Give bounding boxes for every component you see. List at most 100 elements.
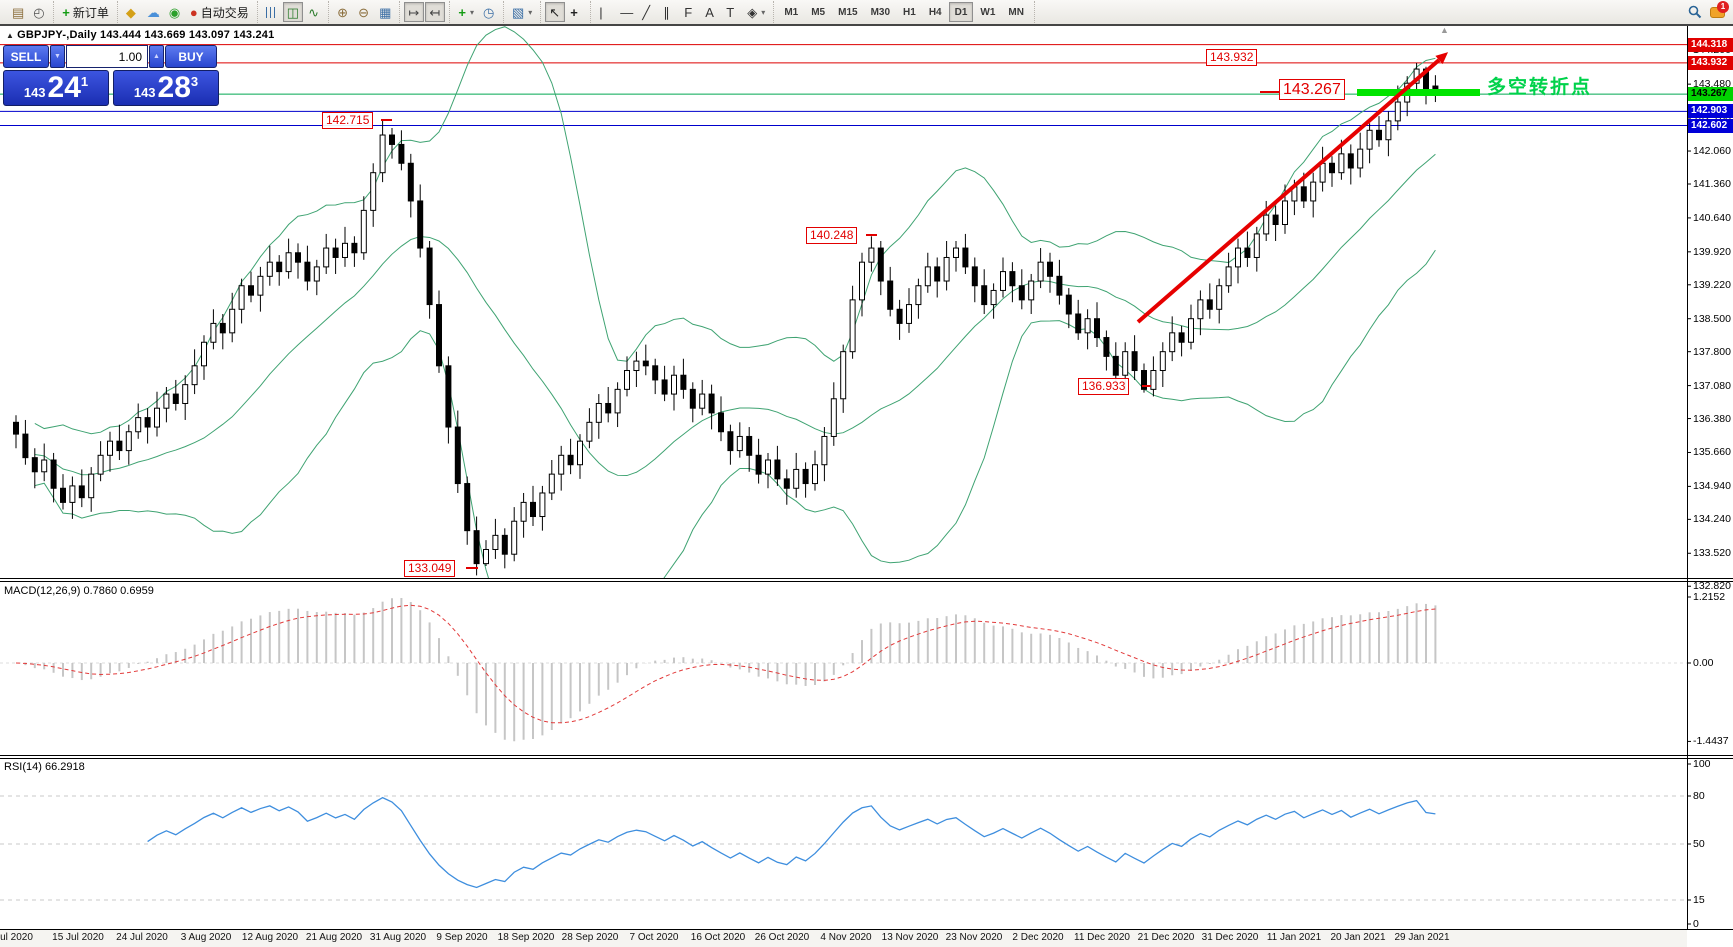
toolbar-auto-trading-button[interactable]: ● 自动交易 — [186, 2, 253, 22]
timeframe-w1[interactable]: W1 — [974, 2, 1001, 22]
price-annotation-label: 136.933 — [1078, 378, 1130, 395]
rsi-label: RSI(14) 66.2918 — [4, 761, 85, 773]
toolbar-zoom-in-button[interactable]: ⊕ — [333, 2, 353, 22]
sell-button[interactable]: SELL — [3, 45, 49, 68]
volume-increase-button[interactable]: ▲ — [149, 45, 164, 68]
indicators-icon: + — [458, 4, 466, 20]
timeframe-mn[interactable]: MN — [1002, 2, 1030, 22]
toolbar-text-label-button[interactable]: T — [722, 2, 742, 22]
price-tick-label: 142.060 — [1693, 145, 1731, 158]
periods-icon: ◷ — [482, 4, 495, 20]
notification-badge: 1 — [1717, 1, 1729, 13]
equidistant-channel-icon: ∥ — [663, 4, 670, 20]
rsi-tick-label: 15 — [1693, 894, 1705, 906]
toolbar-trendline-button[interactable]: ╱ — [638, 2, 658, 22]
toolbar-text-button[interactable]: A — [701, 2, 721, 22]
timeframe-h1[interactable]: H1 — [897, 2, 922, 22]
sell-price-box[interactable]: 143 24 1 — [3, 70, 109, 106]
toolbar-vertical-line-button[interactable]: | — [595, 2, 615, 22]
price-tick-label: 138.500 — [1693, 312, 1731, 325]
date-label: 12 Aug 2020 — [241, 932, 299, 943]
timeframe-m5[interactable]: M5 — [805, 2, 831, 22]
price-tick-label: 133.520 — [1693, 547, 1731, 560]
dropdown-arrow-icon: ▾ — [761, 7, 766, 17]
search-icon — [1688, 5, 1702, 19]
date-label: 31 Aug 2020 — [369, 932, 427, 943]
templates-icon: ▧ — [511, 4, 525, 20]
price-annotation-label: 143.932 — [1206, 49, 1258, 66]
toolbar-group: | ― ╱ ∥ F A T ◈ ▾ — [591, 1, 775, 23]
timeframe-m1[interactable]: M1 — [778, 2, 804, 22]
volume-decrease-button[interactable]: ▼ — [50, 45, 65, 68]
toolbar-chart-shift-button[interactable]: ↤ — [425, 2, 446, 22]
date-label: Jul 2020 — [0, 932, 33, 943]
auto-trading-icon: ● — [189, 4, 198, 20]
toolbar-signals-button[interactable]: ◉ — [165, 2, 185, 22]
toolbar-group: ↖ + — [541, 1, 592, 23]
date-label: 15 Jul 2020 — [52, 932, 104, 943]
bar-chart-icon — [265, 6, 277, 18]
buy-button[interactable]: BUY — [165, 45, 217, 68]
m30-label: M30 — [870, 6, 891, 18]
search-button[interactable] — [1684, 2, 1706, 22]
auto-trading-label: 自动交易 — [200, 5, 249, 20]
macd-tick-label: -1.4437 — [1693, 735, 1729, 748]
toolbar-group: ▧ ▾ — [504, 1, 542, 23]
m15-label: M15 — [838, 6, 858, 18]
rsi-tick-label: 50 — [1693, 838, 1705, 850]
toolbar-equidistant-channel-button[interactable]: ∥ — [659, 2, 679, 22]
volume-input[interactable] — [66, 45, 148, 68]
toolbar-shapes-button[interactable]: ◈ ▾ — [743, 2, 769, 22]
timeframe-d1[interactable]: D1 — [948, 2, 974, 22]
toolbar-mql5-community-button[interactable]: ☁ — [143, 2, 164, 22]
w1-label: W1 — [980, 6, 996, 18]
trade-panel-prices: 143 24 1 143 28 3 — [3, 70, 219, 106]
toolbar-new-chart-button[interactable]: ▤ — [8, 2, 28, 22]
timeframe-m30[interactable]: M30 — [865, 2, 896, 22]
buy-price-box[interactable]: 143 28 3 — [113, 70, 219, 106]
timeframe-h4[interactable]: H4 — [923, 2, 948, 22]
toolbar-templates-button[interactable]: ▧ ▾ — [508, 2, 536, 22]
toolbar-horizontal-line-button[interactable]: ― — [616, 2, 637, 22]
time-axis[interactable] — [0, 930, 1687, 947]
price-badge: 142.602 — [1688, 118, 1733, 133]
timeframe-group: M1 M5 M15 M30 H1 H4 D1 W1 MN — [774, 1, 1035, 23]
toolbar-new-order-button[interactable]: + 新订单 — [58, 2, 113, 22]
turning-point-note: 多空转折点 — [1487, 77, 1593, 98]
main-toolbar: ▤ ◴ + 新订单 ◆ ☁ ◉ ● 自动交易 ◫ ∿ ⊕ ⊖ ▦ ↦ ↤ + ▾ ◷ ▧ ▾ ↖ + | ― ╱ ∥ F A T ◈ ▾ M1 M… — [0, 0, 1733, 26]
toolbar-group: ↦ ↤ — [400, 1, 451, 23]
buy-price-prefix: 143 — [133, 85, 156, 100]
date-label: 21 Dec 2020 — [1137, 932, 1195, 943]
zoom-in-icon: ⊕ — [337, 4, 348, 20]
buy-price-sup: 3 — [190, 74, 199, 89]
date-label: 9 Sep 2020 — [436, 932, 488, 943]
toolbar-candlestick-chart-button[interactable]: ◫ — [282, 2, 304, 22]
collapse-quotes-icon[interactable]: ▲ — [6, 31, 15, 40]
toolbar-auto-scroll-button[interactable]: ↦ — [404, 2, 425, 22]
mql5-community-icon: ☁ — [146, 4, 160, 20]
toolbar-chart-profiles-button[interactable]: ◴ — [29, 2, 49, 22]
toolbar-tile-windows-button[interactable]: ▦ — [375, 2, 395, 22]
toolbar-zoom-out-button[interactable]: ⊖ — [354, 2, 374, 22]
toolbar-chart-styles-button[interactable]: ◆ — [122, 2, 142, 22]
new-order-label: 新订单 — [72, 5, 109, 20]
toolbar-cursor-button[interactable]: ↖ — [545, 2, 566, 22]
notifications-button[interactable]: 1 — [1706, 1, 1729, 22]
date-label: 26 Oct 2020 — [754, 932, 810, 943]
toolbar-fibonacci-button[interactable]: F — [680, 2, 700, 22]
date-label: 28 Sep 2020 — [561, 932, 619, 943]
toolbar-indicators-button[interactable]: + ▾ — [454, 2, 478, 22]
toolbar-crosshair-button[interactable]: + — [566, 2, 586, 22]
buy-price-digits: 28 — [157, 71, 191, 104]
new-order-icon: + — [62, 4, 70, 20]
toolbar-bar-chart-button[interactable] — [262, 2, 282, 22]
toolbar-line-chart-button[interactable]: ∿ — [304, 2, 324, 22]
sell-price-digits: 24 — [47, 71, 81, 104]
price-badge: 143.932 — [1688, 55, 1733, 70]
price-tick-label: 132.820 — [1693, 580, 1731, 593]
date-label: 23 Nov 2020 — [945, 932, 1003, 943]
toolbar-periods-button[interactable]: ◷ — [479, 2, 499, 22]
timeframe-m15[interactable]: M15 — [832, 2, 863, 22]
